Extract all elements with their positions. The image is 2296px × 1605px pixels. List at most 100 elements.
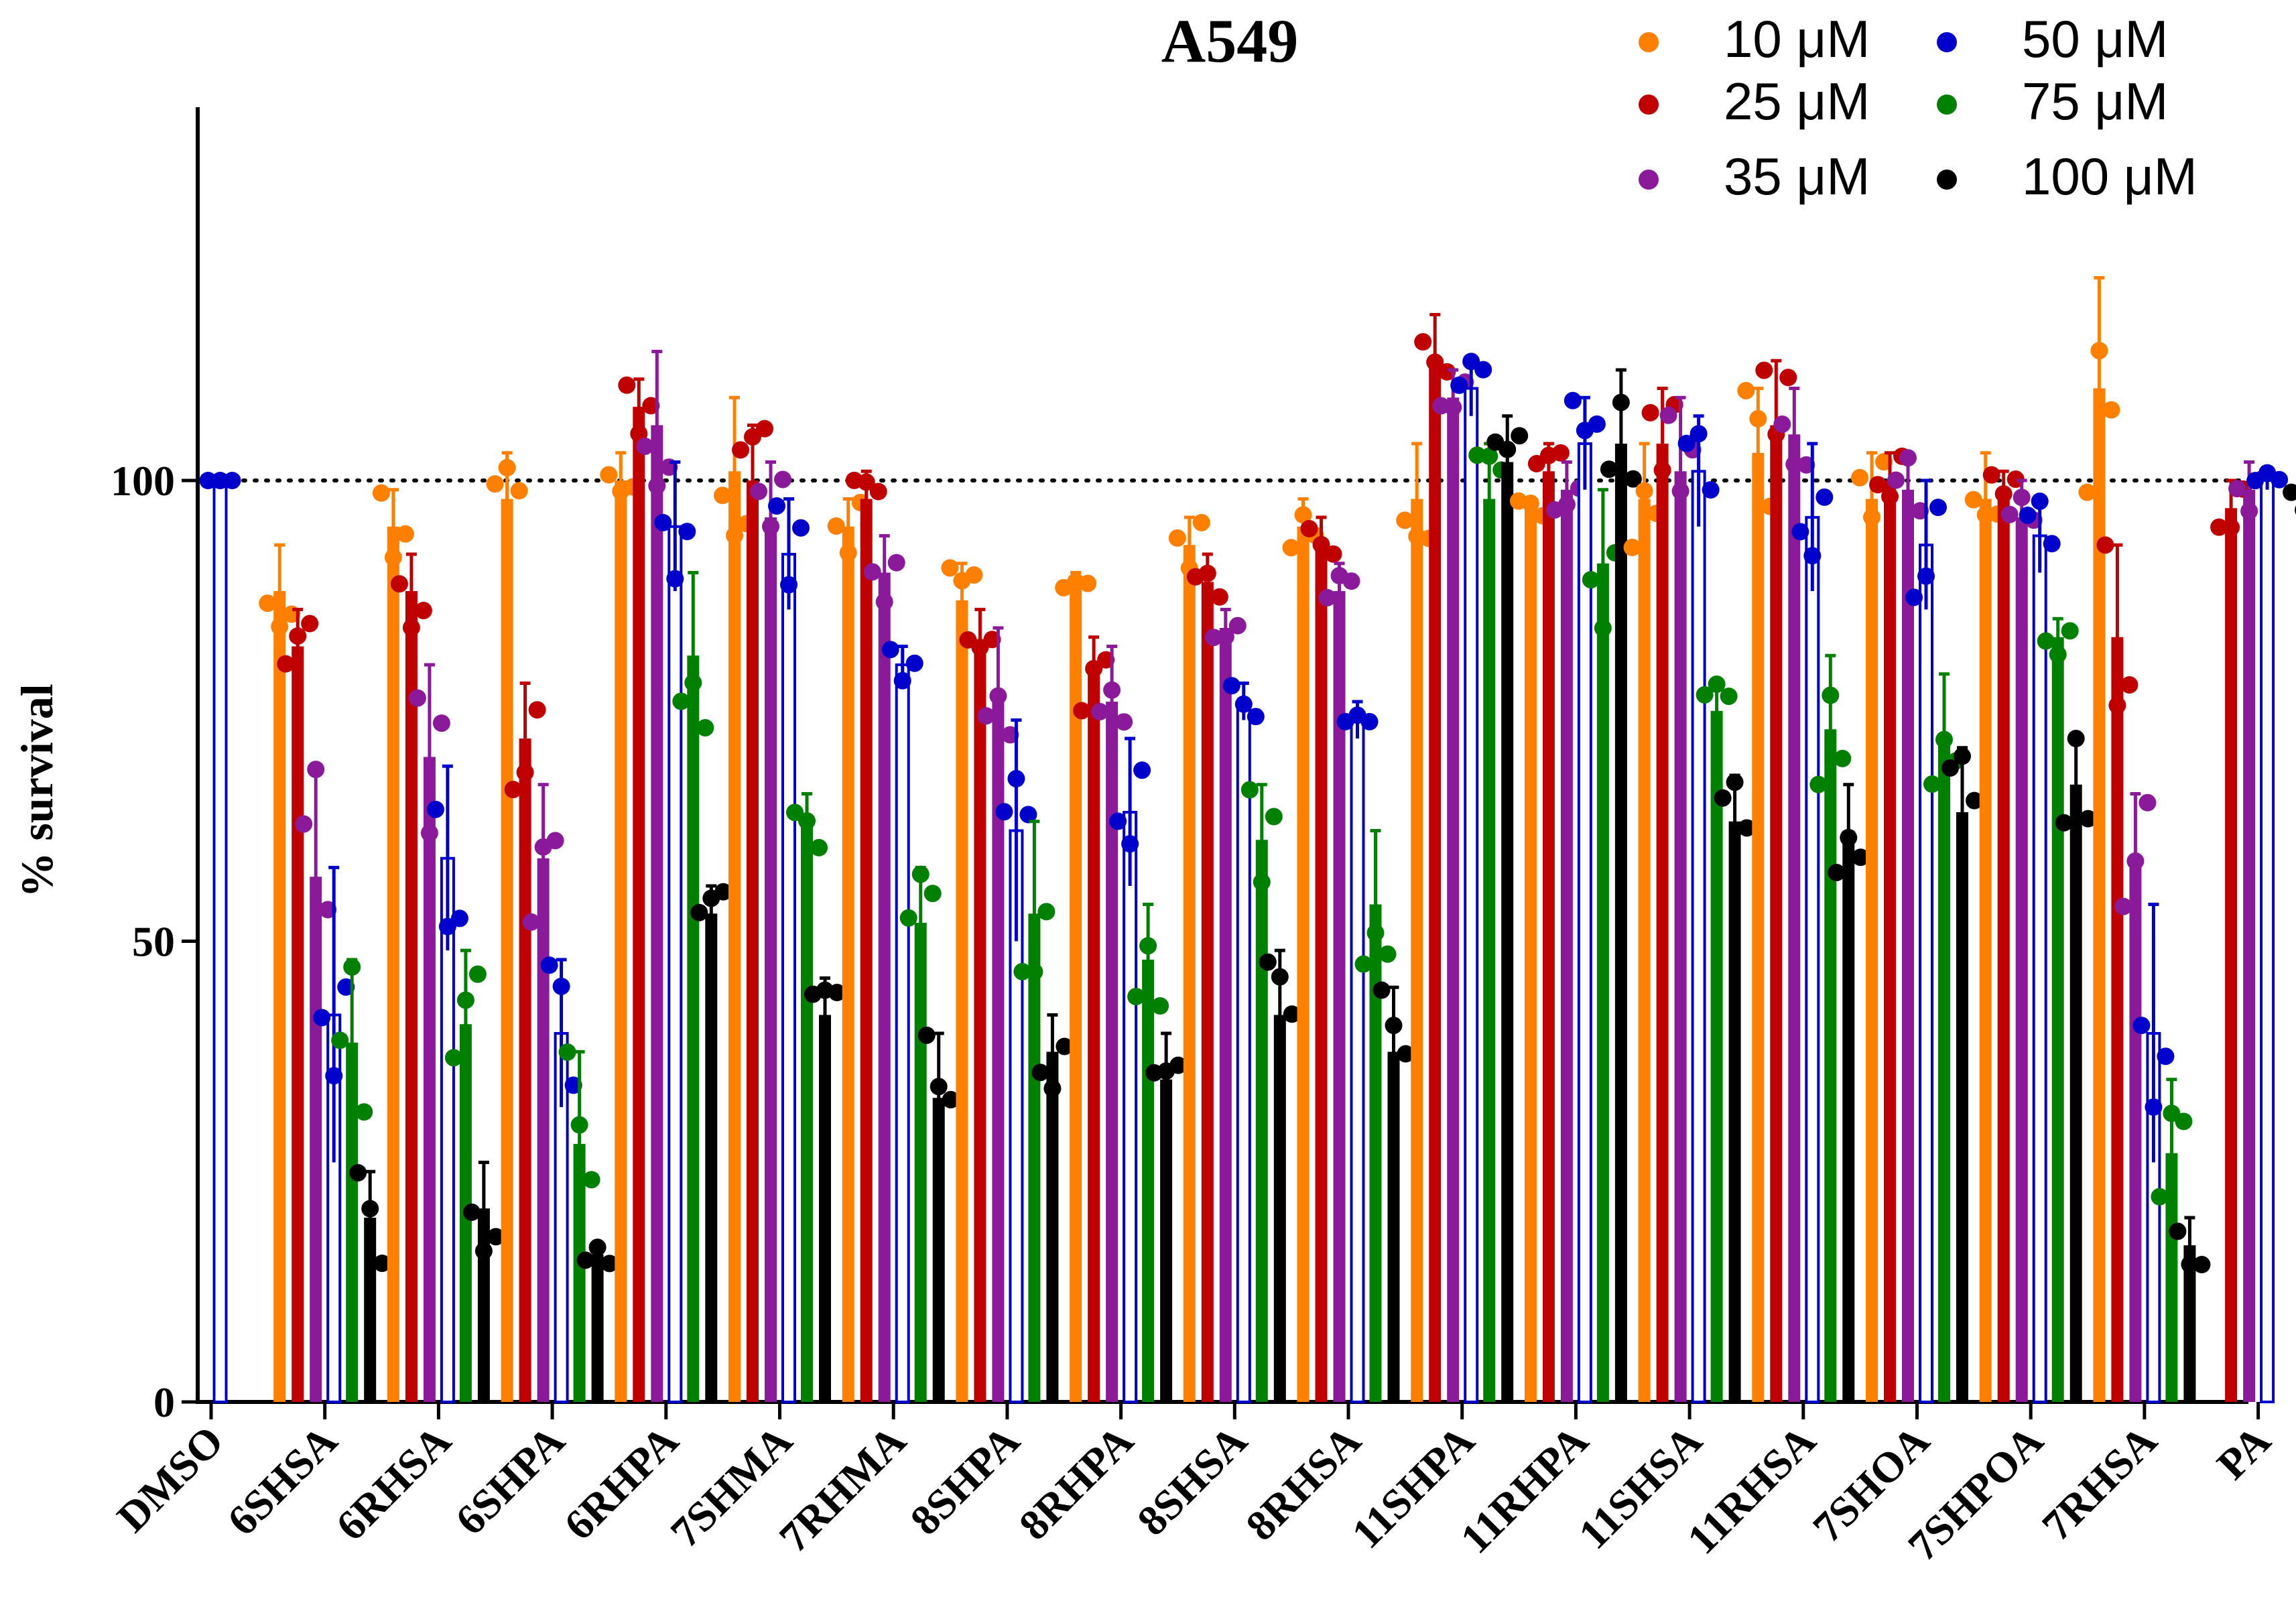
data-point <box>618 376 636 394</box>
bar <box>667 525 683 1403</box>
data-point <box>2055 814 2073 832</box>
data-point <box>1714 789 1732 807</box>
data-point <box>1929 499 1947 517</box>
data-point <box>875 593 893 611</box>
data-point <box>774 470 791 489</box>
data-point <box>1013 962 1031 980</box>
data-point <box>1671 482 1689 500</box>
data-point <box>2096 536 2114 554</box>
data-point <box>2181 1255 2199 1273</box>
data-point <box>1127 988 1145 1006</box>
data-point <box>1887 471 1905 489</box>
data-point <box>1815 488 1834 506</box>
data-point <box>1360 712 1379 730</box>
data-point <box>1379 945 1397 963</box>
x-tick-label: 8RHPA <box>1010 1417 1143 1549</box>
x-tick-label: 6SHPA <box>446 1417 574 1544</box>
bar <box>1656 444 1669 1402</box>
chart-title: A549 <box>1161 7 1298 75</box>
data-point <box>2078 483 2096 501</box>
bar <box>2243 489 2256 1402</box>
data-point <box>1851 468 1868 487</box>
bar <box>705 913 718 1402</box>
data-point <box>600 1255 619 1273</box>
bar <box>878 572 891 1402</box>
data-point <box>343 958 361 976</box>
bar <box>2069 784 2082 1402</box>
bar <box>1788 434 1801 1402</box>
data-point <box>1737 381 1755 399</box>
data-point <box>1964 491 1982 509</box>
data-point <box>1056 1037 1074 1055</box>
data-point <box>995 803 1013 821</box>
bar <box>1219 628 1232 1402</box>
data-point <box>2145 1098 2163 1116</box>
data-point <box>1151 997 1169 1015</box>
data-point <box>1253 873 1271 891</box>
data-point <box>732 441 749 459</box>
data-point <box>349 1163 367 1181</box>
data-point <box>714 487 731 505</box>
data-point <box>1019 806 1037 824</box>
data-point <box>1103 681 1121 699</box>
data-point <box>1917 567 1935 585</box>
bar <box>292 646 304 1402</box>
data-point <box>923 885 942 903</box>
bar <box>1297 526 1310 1402</box>
bar <box>1464 387 1479 1403</box>
bar <box>956 600 968 1402</box>
data-point <box>2126 852 2145 870</box>
data-point <box>2061 622 2079 640</box>
data-point <box>462 1203 481 1221</box>
data-point <box>1318 588 1336 606</box>
data-point <box>2193 1256 2211 1274</box>
data-point <box>1653 461 1671 479</box>
data-point <box>893 671 911 690</box>
data-point <box>911 865 930 883</box>
bar <box>895 663 910 1403</box>
data-point <box>1659 406 1677 424</box>
bar <box>1315 545 1328 1402</box>
data-point <box>1594 619 1612 637</box>
x-tick-label: 6RHSA <box>327 1417 460 1550</box>
legend-label: 75 μM <box>2022 72 2168 131</box>
bar <box>1106 702 1119 1402</box>
data-point <box>756 420 773 438</box>
data-point <box>798 812 816 830</box>
data-point <box>331 1031 349 1049</box>
data-point <box>1935 730 1953 749</box>
legend-marker <box>1639 94 1659 115</box>
data-point <box>2175 1112 2193 1131</box>
data-point <box>516 763 534 781</box>
data-point <box>1635 482 1653 500</box>
data-point <box>325 1067 343 1085</box>
data-point <box>414 602 432 620</box>
bar <box>615 480 627 1402</box>
data-point <box>810 838 828 856</box>
data-point <box>1480 447 1498 465</box>
data-point <box>2169 1222 2187 1240</box>
data-point <box>2102 401 2120 419</box>
data-point <box>1192 513 1210 531</box>
bar <box>1411 499 1423 1402</box>
data-point <box>2210 518 2228 536</box>
bar <box>519 739 531 1402</box>
data-point <box>301 615 319 633</box>
data-point <box>941 559 959 577</box>
bar <box>801 821 813 1402</box>
data-point <box>828 984 846 1002</box>
data-point <box>1198 564 1216 582</box>
bar <box>1255 840 1268 1402</box>
data-point <box>1265 808 1283 826</box>
data-point <box>672 692 690 710</box>
data-point <box>905 654 923 672</box>
legend-marker <box>1937 32 1957 52</box>
data-point <box>1966 791 1983 810</box>
data-point <box>2108 696 2126 714</box>
data-point <box>510 482 528 500</box>
data-point <box>211 472 229 489</box>
bar <box>1560 489 1573 1402</box>
data-point <box>1444 398 1462 416</box>
